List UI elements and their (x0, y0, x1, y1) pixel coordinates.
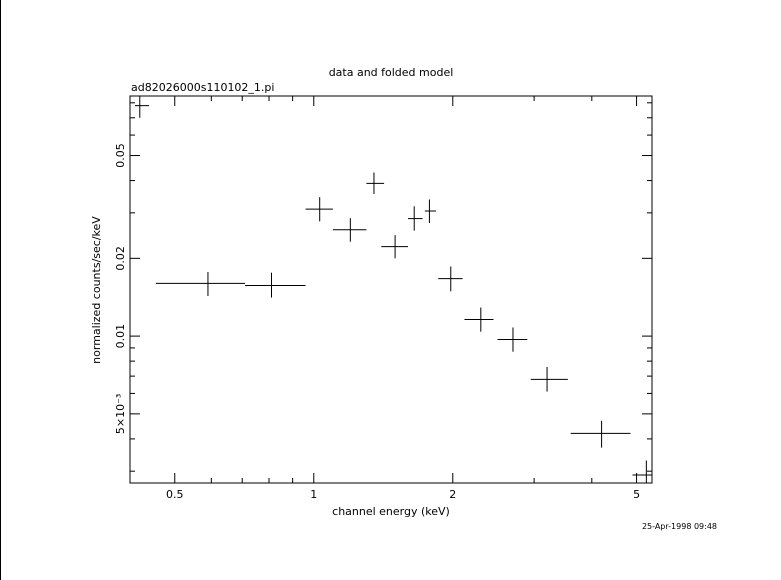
data-point (530, 366, 568, 392)
data-point (408, 206, 423, 231)
data-point (305, 197, 333, 222)
x-tick-label: 0.5 (166, 488, 184, 501)
axis-ticks (129, 96, 652, 483)
data-point (134, 96, 150, 118)
data-points (134, 96, 652, 483)
chart-title: data and folded model (329, 66, 454, 79)
data-point (464, 307, 494, 332)
data-point (424, 199, 437, 224)
y-tick-label: 0.01 (114, 324, 127, 349)
y-axis-label: normalized counts/sec/keV (90, 216, 103, 364)
x-axis-label: channel energy (keV) (332, 505, 450, 518)
x-tick-label: 2 (449, 488, 456, 501)
data-point (332, 218, 367, 242)
x-tick-label: 5 (633, 488, 640, 501)
data-point (245, 272, 306, 298)
data-point (381, 235, 409, 259)
plot-frame (129, 95, 653, 484)
x-tick-label: 1 (310, 488, 317, 501)
chart-subtitle: ad82026000s110102_1.pi (131, 81, 274, 94)
data-point (570, 420, 631, 448)
axis-tick-labels: 0.5 1 2 5 5×10⁻³ 0.01 0.02 0.05 (114, 143, 640, 501)
y-tick-label: 5×10⁻³ (114, 394, 127, 434)
data-point (438, 266, 463, 292)
timestamp-label: 25-Apr-1998 09:48 (642, 522, 717, 531)
data-point (497, 327, 528, 352)
data-point (366, 172, 385, 194)
y-tick-label: 0.02 (114, 246, 127, 271)
y-tick-label: 0.05 (114, 143, 127, 168)
data-point (155, 272, 246, 296)
left-border-line (0, 0, 1, 580)
data-point (632, 460, 652, 483)
